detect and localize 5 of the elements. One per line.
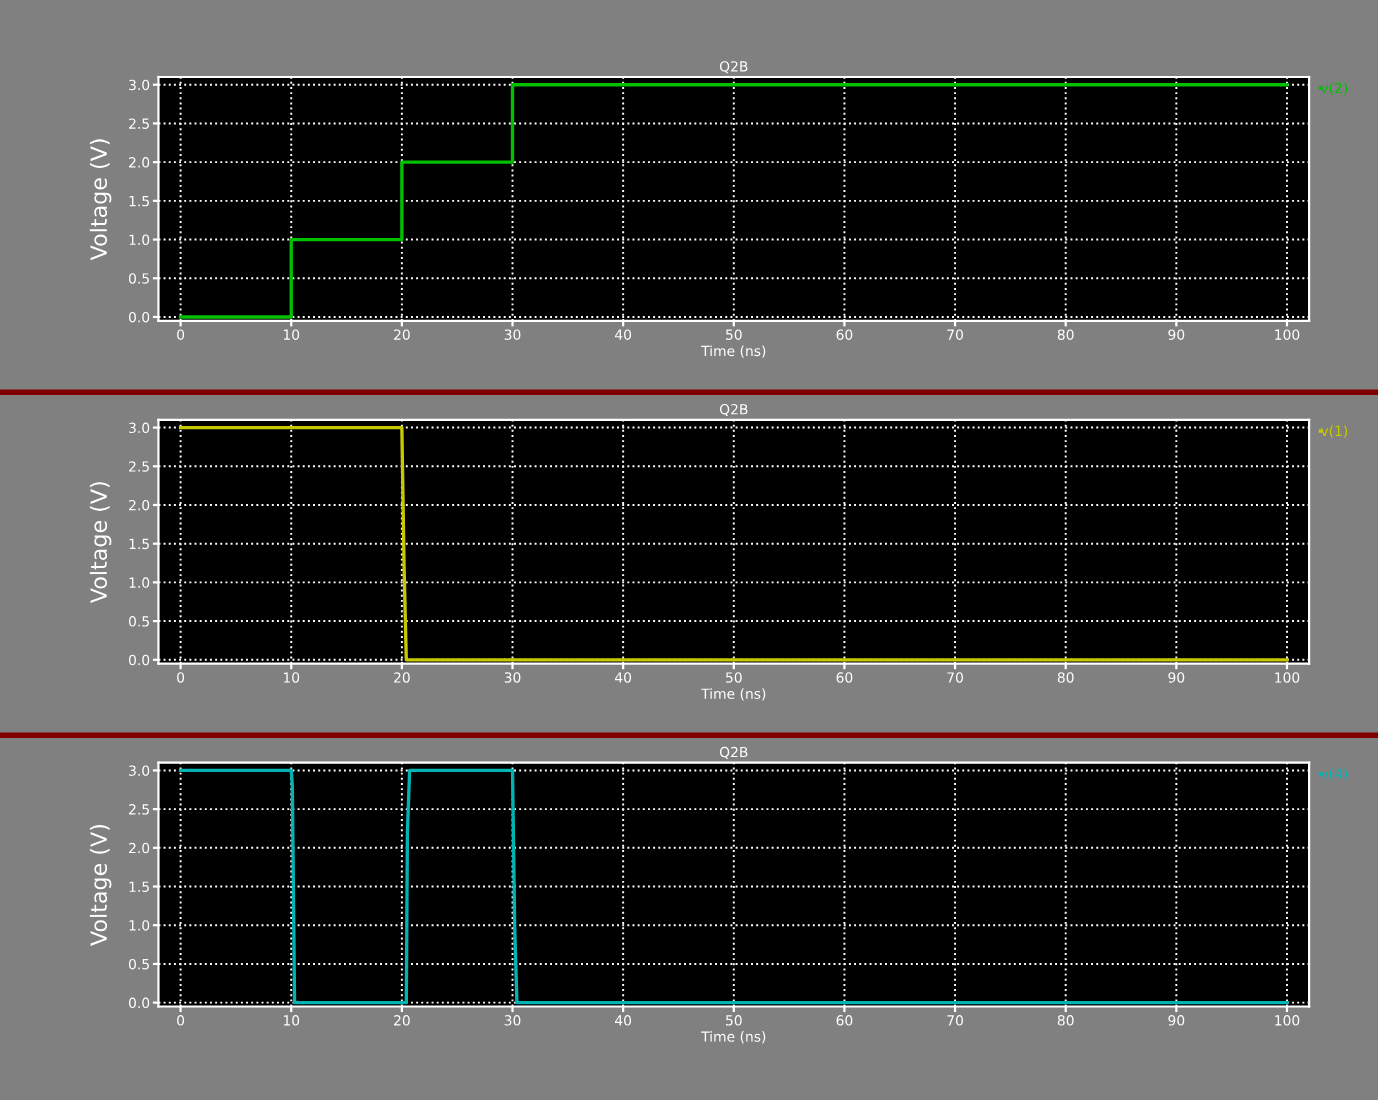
y-axis-title: Voltage (V) (89, 825, 112, 946)
y-axis-title: Voltage (V) (89, 139, 112, 261)
y-axis-title: Voltage (V) (89, 482, 112, 604)
line-series (178, 768, 1289, 1005)
line-series (178, 83, 1289, 319)
